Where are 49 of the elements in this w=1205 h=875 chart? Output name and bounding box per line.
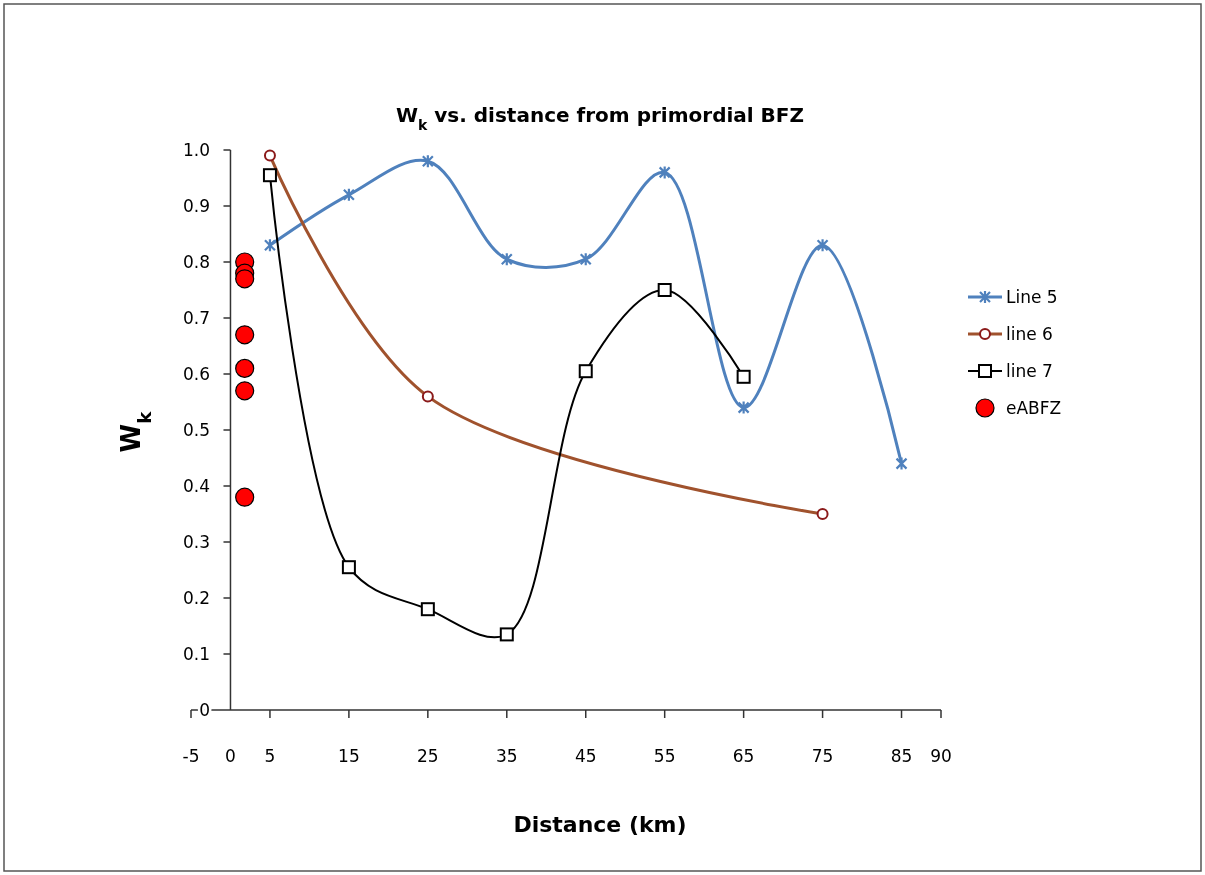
x-tick-label: 35 [495, 746, 518, 766]
x-tick-label: 75 [811, 746, 834, 766]
point [895, 456, 908, 471]
y-tick-label: 0.7 [182, 308, 210, 328]
legend-label: line 7 [1006, 361, 1053, 381]
point [235, 487, 255, 507]
x-tick-label: 55 [653, 746, 676, 766]
x-tick-label: 90 [930, 746, 952, 766]
point [737, 400, 750, 415]
y-tick-label: 0.1 [182, 644, 210, 664]
y-tick-label: 0.6 [182, 364, 210, 384]
point [500, 252, 513, 267]
y-tick-label: 1.0 [182, 140, 210, 160]
y-tick-label: 0.4 [182, 476, 210, 496]
point [263, 238, 277, 253]
legend-label: line 6 [1006, 324, 1053, 344]
point [816, 238, 829, 253]
x-tick-label: 25 [417, 746, 439, 766]
point [499, 627, 514, 642]
y-tick-label: 0.3 [182, 532, 210, 552]
point [235, 269, 255, 289]
y-tick-label: 0.5 [182, 420, 210, 440]
y-tick-label: 0.2 [182, 588, 210, 608]
point [262, 168, 277, 183]
point [658, 165, 671, 180]
point [341, 560, 356, 575]
chart-title: W$_{k}$ vs. distance from primordial BFZ [395, 103, 805, 133]
point [736, 369, 751, 384]
point [342, 187, 355, 202]
y-tick-label: 0.9 [182, 196, 210, 216]
x-tick-label: -5 [182, 746, 200, 766]
point [420, 602, 435, 617]
x-tick-label: 65 [732, 746, 755, 766]
x-axis-title: Distance (km) [513, 812, 687, 837]
y-tick-label: 0.8 [182, 252, 210, 272]
point [421, 154, 434, 169]
x-tick-label: 85 [890, 746, 913, 766]
point [235, 381, 255, 401]
legend-label: eABFZ [1006, 398, 1062, 418]
point [235, 325, 255, 345]
x-tick-label: 0 [225, 746, 236, 766]
x-tick-label: 45 [574, 746, 597, 766]
point [235, 358, 255, 378]
x-tick-label: 5 [264, 746, 276, 766]
point [578, 364, 593, 379]
point [657, 283, 672, 297]
legend-label: Line 5 [1006, 287, 1058, 307]
point [579, 252, 592, 267]
x-tick-label: 15 [338, 746, 360, 766]
